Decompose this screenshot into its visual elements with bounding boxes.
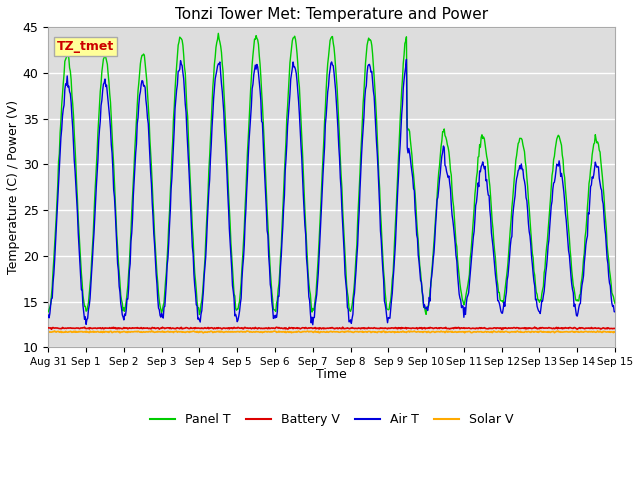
Y-axis label: Temperature (C) / Power (V): Temperature (C) / Power (V) [7, 100, 20, 275]
Title: Tonzi Tower Met: Temperature and Power: Tonzi Tower Met: Temperature and Power [175, 7, 488, 22]
X-axis label: Time: Time [316, 369, 347, 382]
Legend: Panel T, Battery V, Air T, Solar V: Panel T, Battery V, Air T, Solar V [145, 408, 518, 431]
Text: TZ_tmet: TZ_tmet [57, 40, 114, 53]
